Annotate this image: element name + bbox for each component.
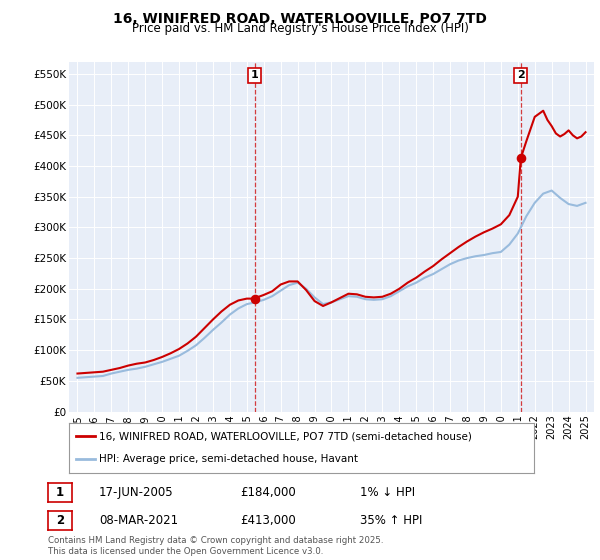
Text: £184,000: £184,000 bbox=[240, 486, 296, 500]
Text: 35% ↑ HPI: 35% ↑ HPI bbox=[360, 514, 422, 528]
Text: 08-MAR-2021: 08-MAR-2021 bbox=[99, 514, 178, 528]
Point bbox=[250, 294, 259, 303]
Point bbox=[516, 153, 526, 162]
Text: 17-JUN-2005: 17-JUN-2005 bbox=[99, 486, 173, 500]
Text: 1% ↓ HPI: 1% ↓ HPI bbox=[360, 486, 415, 500]
Text: Contains HM Land Registry data © Crown copyright and database right 2025.
This d: Contains HM Land Registry data © Crown c… bbox=[48, 536, 383, 556]
Text: 1: 1 bbox=[56, 486, 64, 500]
Text: Price paid vs. HM Land Registry's House Price Index (HPI): Price paid vs. HM Land Registry's House … bbox=[131, 22, 469, 35]
Text: HPI: Average price, semi-detached house, Havant: HPI: Average price, semi-detached house,… bbox=[99, 454, 358, 464]
Text: £413,000: £413,000 bbox=[240, 514, 296, 528]
Text: 2: 2 bbox=[56, 514, 64, 528]
Text: 16, WINIFRED ROAD, WATERLOOVILLE, PO7 7TD (semi-detached house): 16, WINIFRED ROAD, WATERLOOVILLE, PO7 7T… bbox=[99, 431, 472, 441]
Text: 16, WINIFRED ROAD, WATERLOOVILLE, PO7 7TD: 16, WINIFRED ROAD, WATERLOOVILLE, PO7 7T… bbox=[113, 12, 487, 26]
Text: 1: 1 bbox=[251, 71, 259, 80]
Text: 2: 2 bbox=[517, 71, 525, 80]
